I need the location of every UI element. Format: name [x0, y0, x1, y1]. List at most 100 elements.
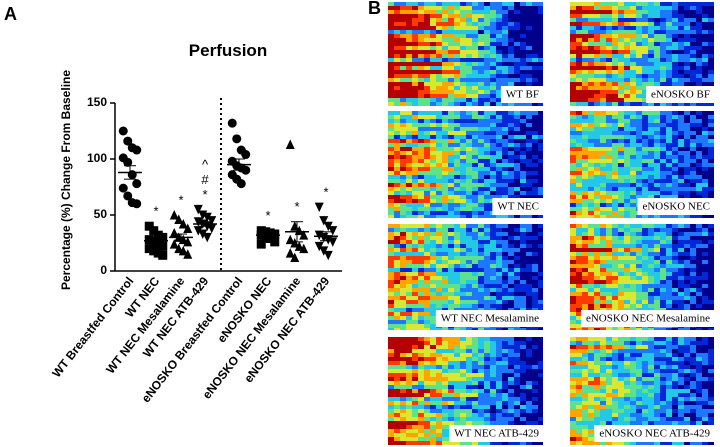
heatmap-cell	[594, 98, 600, 102]
heatmap-cell	[582, 183, 588, 187]
heatmap-cell	[532, 441, 538, 445]
heatmap-cell	[466, 215, 472, 218]
heatmap-cell	[388, 167, 394, 171]
heatmap-cell	[424, 18, 430, 22]
heatmap-cell	[702, 18, 708, 22]
heatmap-cell	[594, 2, 600, 6]
heatmap-cell	[394, 244, 400, 248]
heatmap-cell	[672, 183, 678, 187]
heatmap-cell	[514, 10, 520, 14]
heatmap-cell	[400, 50, 406, 54]
heatmap-cell	[412, 256, 418, 260]
heatmap-cell	[496, 248, 502, 252]
heatmap-cell	[394, 320, 400, 324]
heatmap-cell	[588, 300, 594, 304]
heatmap-cell	[588, 183, 594, 187]
heatmap-cell	[442, 183, 448, 187]
heatmap-cell	[582, 10, 588, 14]
heatmap-cell	[684, 272, 690, 276]
heatmap-cell	[526, 127, 532, 131]
heatmap-label: WT NEC Mesalamine	[441, 313, 539, 325]
heatmap-cell	[502, 215, 508, 218]
heatmap-cell	[654, 353, 660, 357]
heatmap-cell	[636, 276, 642, 280]
heatmap-cell	[448, 131, 454, 135]
heatmap-cell	[400, 163, 406, 167]
heatmap-cell	[618, 288, 624, 292]
heatmap-cell	[630, 341, 636, 345]
heatmap-cell	[660, 357, 666, 361]
heatmap-cell	[696, 244, 702, 248]
heatmap-cell	[606, 163, 612, 167]
heatmap-cell	[648, 369, 654, 373]
heatmap-cell	[690, 46, 696, 50]
heatmap-cell	[466, 288, 472, 292]
heatmap-cell	[484, 409, 490, 413]
heatmap-cell	[666, 34, 672, 38]
heatmap-cell	[636, 50, 642, 54]
heatmap-cell	[484, 215, 490, 218]
heatmap-cell	[448, 337, 454, 341]
heatmap-cell	[412, 308, 418, 312]
heatmap-cell	[484, 292, 490, 296]
heatmap-cell	[526, 280, 532, 284]
heatmap-cell	[418, 131, 424, 135]
heatmap-cell	[648, 215, 654, 218]
heatmap-cell	[660, 353, 666, 357]
heatmap-cell	[412, 70, 418, 74]
heatmap-cell	[448, 151, 454, 155]
heatmap-cell	[520, 385, 526, 389]
heatmap-cell	[678, 256, 684, 260]
heatmap-cell	[502, 292, 508, 296]
heatmap-cell	[532, 167, 538, 171]
heatmap-cell	[406, 175, 412, 179]
heatmap-cell	[538, 345, 543, 349]
heatmap-cell	[394, 401, 400, 405]
heatmap-cell	[466, 211, 472, 215]
heatmap-cell	[460, 54, 466, 58]
heatmap-cell	[436, 240, 442, 244]
heatmap-cell	[388, 215, 394, 218]
heatmap-cell	[442, 268, 448, 272]
heatmap-cell	[388, 308, 394, 312]
heatmap-cell	[606, 304, 612, 308]
heatmap-cell	[490, 74, 496, 78]
heatmap-cell	[502, 127, 508, 131]
heatmap-cell	[538, 349, 543, 353]
heatmap-cell	[430, 248, 436, 252]
heatmap-cell	[708, 2, 714, 6]
heatmap-cell	[394, 215, 400, 218]
heatmap-cell	[520, 357, 526, 361]
heatmap-cell	[478, 284, 484, 288]
heatmap-cell	[400, 2, 406, 6]
heatmap-cell	[400, 123, 406, 127]
heatmap-cell	[520, 2, 526, 6]
heatmap-cell	[618, 74, 624, 78]
heatmap-cell	[508, 361, 514, 365]
heatmap-cell	[538, 377, 543, 381]
heatmap-cell	[532, 381, 538, 385]
heatmap-cell	[678, 353, 684, 357]
heatmap-cell	[502, 143, 508, 147]
heatmap-label: WT NEC ATB-429	[454, 428, 539, 440]
heatmap-cell	[678, 361, 684, 365]
heatmap-cell	[442, 437, 448, 441]
label-box	[449, 425, 543, 442]
heatmap-cell	[624, 284, 630, 288]
heatmap-cell	[696, 143, 702, 147]
heatmap-cell	[442, 256, 448, 260]
heatmap-cell	[660, 345, 666, 349]
heatmap-cell	[612, 256, 618, 260]
heatmap-cell	[496, 381, 502, 385]
heatmap-cell	[460, 236, 466, 240]
heatmap-cell	[460, 268, 466, 272]
heatmap-cell	[388, 272, 394, 276]
heatmap-cell	[460, 143, 466, 147]
heatmap-cell	[454, 86, 460, 90]
heatmap-cell	[466, 441, 472, 445]
heatmap-cell	[406, 98, 412, 102]
heatmap-cell	[454, 90, 460, 94]
heatmap-cell	[538, 292, 543, 296]
heatmap-cell	[478, 30, 484, 34]
heatmap-cell	[526, 260, 532, 264]
